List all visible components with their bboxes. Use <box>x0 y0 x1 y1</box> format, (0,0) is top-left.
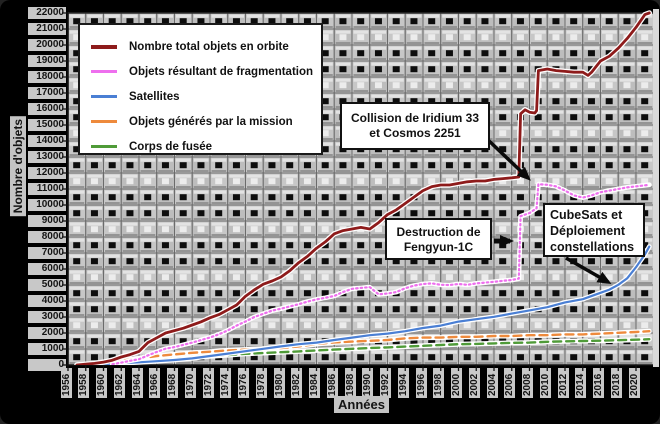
x-axis-title: Années <box>334 396 389 413</box>
y-tick-label: 18000 <box>28 70 66 83</box>
rocket-bodies-line-swatch <box>91 145 117 148</box>
legend-label: Nombre total objets en orbite <box>129 40 289 53</box>
y-tick-label: 14000 <box>28 134 66 147</box>
y-tick-label: 7000 <box>28 246 66 259</box>
annotation-arrows <box>485 137 612 284</box>
y-tick-label: 16000 <box>28 102 66 115</box>
annotation-line: Déploiement <box>550 224 626 238</box>
y-tick-label: 5000 <box>28 278 66 291</box>
y-tick-label: 8000 <box>28 230 66 243</box>
y-tick-label: 1000 <box>28 342 66 355</box>
annotation-line: CubeSats et <box>550 208 623 222</box>
legend-label: Objets résultant de fragmentation <box>129 65 314 78</box>
y-tick-label: 19000 <box>28 54 66 67</box>
legend-item-mission: Objets générés par la mission <box>80 109 321 134</box>
annotation-line: constellations <box>550 240 635 254</box>
y-tick-label: 6000 <box>28 262 66 275</box>
cubesats-arrow <box>565 256 612 284</box>
series-line-4 <box>75 11 651 365</box>
iridium-collision-annotation: Collision de Iridium 33 et Cosmos 2251 <box>340 102 490 150</box>
mission-line-swatch <box>91 120 117 123</box>
legend-item-satellites: Satellites <box>80 84 321 109</box>
cubesats-constellations-annotation: CubeSats et Déploiement constellations <box>543 203 645 257</box>
y-tick-label: 22000 <box>28 6 66 19</box>
annotation-line: Fengyun-1C <box>403 240 474 254</box>
y-tick-label: 10000 <box>28 198 66 211</box>
series-line-1 <box>84 330 651 365</box>
y-tick-label: 15000 <box>28 118 66 131</box>
legend-item-fragmentation: Objets résultant de fragmentation <box>80 59 321 84</box>
y-tick-label: 21000 <box>28 22 66 35</box>
y-tick-label: 20000 <box>28 38 66 51</box>
axes-and-ticks <box>62 9 659 371</box>
y-tick-label: 3000 <box>28 310 66 323</box>
total-line-swatch <box>91 44 117 49</box>
legend: Nombre total objets en orbite Objets rés… <box>78 23 323 155</box>
iridium-arrow <box>485 137 531 181</box>
legend-label: Objets générés par la mission <box>129 115 293 128</box>
legend-item-total: Nombre total objets en orbite <box>80 34 321 59</box>
legend-label: Satellites <box>129 90 180 103</box>
y-tick-label: 9000 <box>28 214 66 227</box>
annotation-line: Destruction de <box>396 225 481 239</box>
y-tick-label: 11000 <box>28 182 66 195</box>
y-tick-label: 2000 <box>28 326 66 339</box>
legend-item-rocket-bodies: Corps de fusée <box>80 134 321 159</box>
series-line-2 <box>75 245 651 365</box>
legend-label: Corps de fusée <box>129 140 213 153</box>
data-series-lines <box>74 10 652 365</box>
y-tick-label: 12000 <box>28 166 66 179</box>
annotation-line: et Cosmos 2251 <box>369 126 461 140</box>
y-tick-label: 13000 <box>28 150 66 163</box>
satellites-line-swatch <box>91 95 117 98</box>
y-tick-label: 4000 <box>28 294 66 307</box>
y-tick-label: 0 <box>28 358 66 371</box>
y-tick-label: 17000 <box>28 86 66 99</box>
fragmentation-line-swatch <box>91 70 117 73</box>
series-line-3 <box>111 183 651 365</box>
fengyun-destruction-annotation: Destruction de Fengyun-1C <box>385 218 492 260</box>
annotation-line: Collision de Iridium 33 <box>350 111 480 125</box>
y-axis-title: Nombre d'objets <box>10 116 26 217</box>
